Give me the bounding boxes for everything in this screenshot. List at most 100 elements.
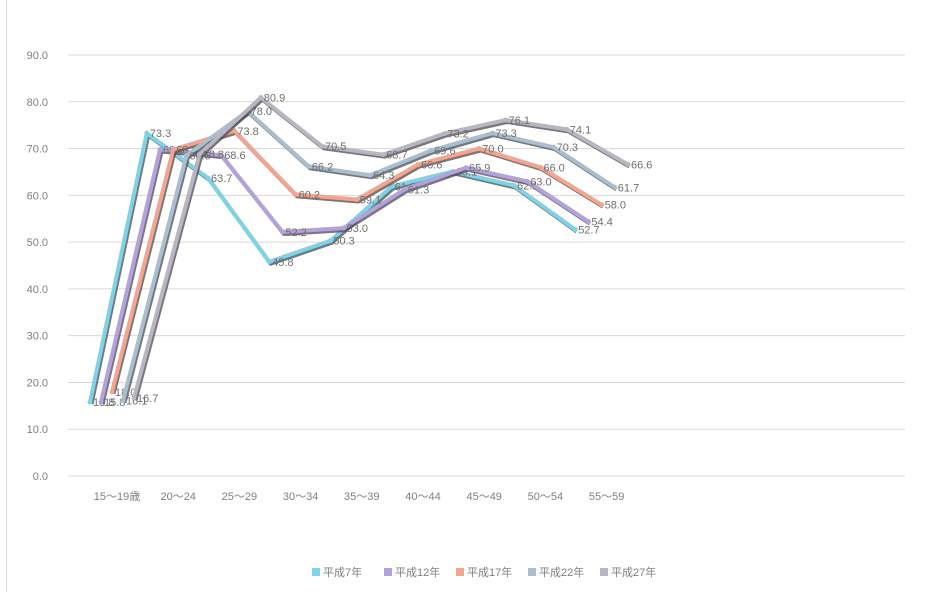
data-point [354,197,360,203]
data-point [380,152,386,158]
data-point [205,175,211,181]
data-label: 73.3 [150,128,171,140]
data-label: 52.7 [578,224,599,236]
y-tick-label: 60.0 [27,190,48,202]
data-label: 15.8 [104,397,125,409]
data-point [612,184,618,190]
x-tick-label: 45～49 [466,491,501,503]
y-tick-label: 30.0 [27,331,48,343]
data-point [218,152,224,158]
data-point [625,161,631,167]
data-label: 61.7 [618,182,639,194]
data-label: 50.3 [333,236,354,248]
legend-swatch [456,568,464,576]
data-point [98,399,104,405]
y-tick-label: 20.0 [27,377,48,389]
data-label: 78.0 [251,106,272,118]
data-point [476,146,482,152]
data-label: 53.0 [347,223,368,235]
y-tick-label: 50.0 [27,237,48,249]
data-label: 52.2 [285,227,306,239]
data-point [306,163,312,169]
data-point [564,126,570,132]
y-tick-label: 40.0 [27,284,48,296]
data-point [599,202,605,208]
legend-swatch [312,568,320,576]
data-label: 73.2 [447,129,468,141]
data-point [341,225,347,231]
data-label: 68.6 [224,150,245,162]
data-label: 80.9 [264,93,285,105]
data-point [131,395,137,401]
legend-label: 平成12年 [395,565,440,579]
data-point [258,95,264,101]
data-label: 76.1 [509,115,530,127]
data-label: 74.1 [570,124,591,136]
legend-swatch [384,568,392,576]
data-point [441,131,447,137]
data-label: 68.8 [203,149,224,161]
x-tick-label: 30～34 [283,491,318,503]
y-tick-label: 90.0 [27,50,48,62]
data-label: 66.0 [543,162,564,174]
data-label: 60.2 [299,189,320,201]
data-point [157,146,163,152]
data-point [319,143,325,149]
x-tick-label: 25～29 [222,491,257,503]
data-label: 54.4 [591,217,612,229]
x-tick-label: 40～44 [405,491,440,503]
data-point [293,191,299,197]
x-tick-label: 15～19歳 [94,490,140,503]
data-label: 73.3 [495,128,516,140]
legend-swatch [600,568,608,576]
data-point [402,186,408,192]
data-label: 58.0 [605,200,626,212]
data-label: 66.6 [631,159,652,171]
data-point [197,151,203,157]
data-label: 70.0 [482,144,503,156]
data-label: 66.2 [312,161,333,173]
data-label: 68.7 [386,150,407,162]
x-tick-label: 55～59 [589,491,624,503]
data-label: 16.1 [126,396,147,408]
data-label: 63.0 [530,176,551,188]
data-label: 45.8 [272,257,293,269]
data-point [170,146,176,152]
x-tick-label: 35～39 [344,491,379,503]
data-point [120,398,126,404]
legend-label: 平成27年 [611,565,656,579]
data-point [511,183,517,189]
legend-label: 平成7年 [323,565,362,579]
data-label: 16.7 [137,393,158,405]
data-point [87,399,93,405]
data-label: 69.6 [434,145,455,157]
x-tick-label: 20～24 [160,491,195,503]
data-label: 65.9 [469,163,490,175]
y-tick-label: 10.0 [27,424,48,436]
y-tick-label: 70.0 [27,144,48,156]
data-point [279,229,285,235]
data-point [144,130,150,136]
chart-area [6,0,941,592]
y-tick-label: 80.0 [27,97,48,109]
data-point [551,144,557,150]
data-label: 59.1 [360,195,381,207]
data-point [415,161,421,167]
data-point [572,226,578,232]
data-point [428,147,434,153]
data-point [367,172,373,178]
data-point [503,117,509,123]
legend-label: 平成22年 [539,565,584,579]
data-point [489,130,495,136]
data-label: 64.3 [373,170,394,182]
y-tick-label: 0.0 [33,471,48,483]
data-point [183,153,189,159]
data-point [231,128,237,134]
legend-label: 平成17年 [467,565,512,579]
data-label: 73.8 [237,126,258,138]
data-point [585,219,591,225]
data-label: 70.3 [557,142,578,154]
data-point [266,259,272,265]
legend-swatch [528,568,536,576]
